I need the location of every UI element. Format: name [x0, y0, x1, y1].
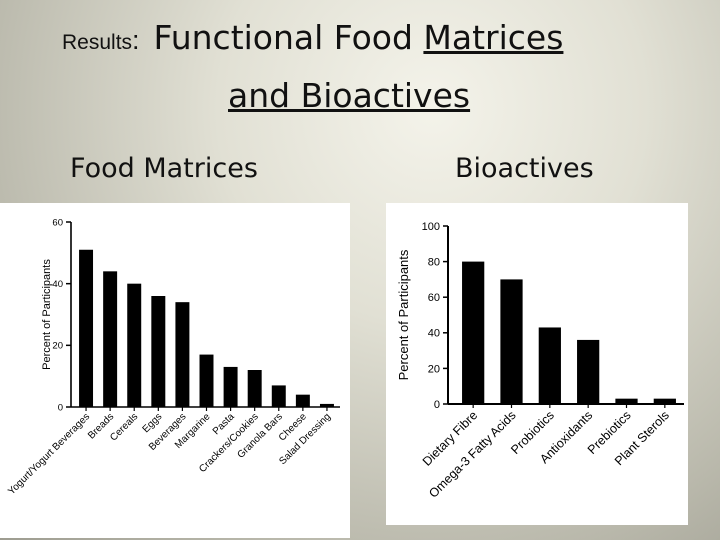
y-tick-label: 60 — [428, 292, 440, 304]
bar-9 — [295, 394, 310, 407]
food-matrices-chart: 0 20 40 60 Percent of Participants Yogurt/Yog… — [0, 203, 350, 538]
title-part-1: Functional Food — [153, 18, 424, 57]
bar-7 — [247, 370, 262, 407]
y-tick-label: 20 — [52, 341, 63, 352]
bar-2 — [127, 283, 142, 407]
bar-10 — [319, 403, 334, 407]
bar-1 — [103, 271, 118, 407]
bar-4 — [175, 302, 190, 407]
y-tick-label: 100 — [422, 221, 440, 233]
y-tick-label: 40 — [52, 279, 63, 290]
title-line-2: and Bioactives — [228, 76, 471, 115]
left-subheading: Food Matrices — [70, 153, 258, 184]
results-colon: : — [132, 25, 140, 55]
right-subheading: Bioactives — [455, 153, 594, 184]
results-label: Results — [62, 31, 133, 54]
bar-8 — [271, 385, 286, 407]
title-line-1: Results: Functional Food Matrices — [62, 18, 563, 57]
y-axis-label: Percent of Participants — [396, 249, 411, 380]
bar-5 — [653, 398, 676, 404]
bar-5 — [199, 354, 214, 407]
category-label: Yogurt/Yogurt Beverages — [6, 411, 92, 497]
bar-0 — [462, 261, 485, 404]
bar-3 — [577, 339, 600, 404]
y-tick-label: 40 — [428, 328, 440, 340]
bar-6 — [223, 366, 238, 407]
bar-4 — [615, 398, 638, 404]
y-tick-label: 0 — [434, 399, 440, 411]
title-part-2-underlined: Matrices — [423, 18, 564, 57]
bar-1 — [500, 279, 523, 404]
y-tick-label: 80 — [428, 256, 440, 268]
bar-0 — [79, 249, 94, 407]
y-axis-label: Percent of Participants — [41, 259, 53, 370]
y-tick-label: 60 — [52, 217, 63, 228]
bar-2 — [538, 327, 561, 404]
y-tick-label: 20 — [428, 363, 440, 375]
bar-3 — [151, 296, 166, 407]
y-tick-label: 0 — [58, 402, 63, 413]
